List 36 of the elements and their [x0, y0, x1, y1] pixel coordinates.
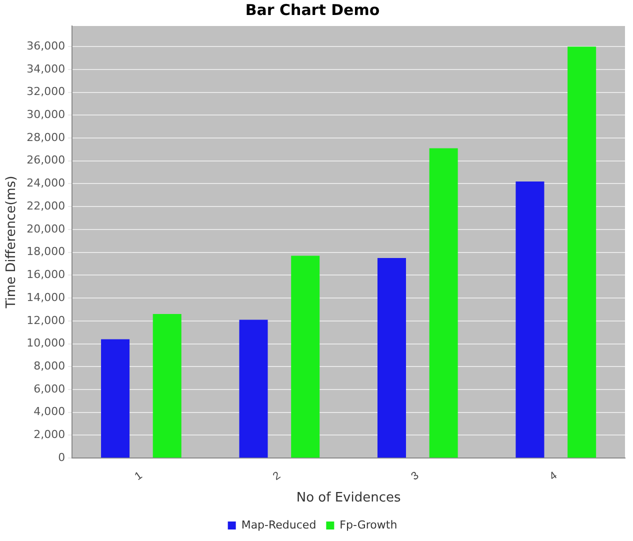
y-tick-label: 16,000	[26, 268, 66, 282]
y-tick-label: 36,000	[26, 39, 66, 52]
y-tick-label: 28,000	[26, 130, 66, 144]
x-axis-title: No of Evidences	[296, 490, 401, 506]
x-tick-label: 4	[547, 470, 560, 483]
y-axis-title: Time Difference(ms)	[4, 176, 20, 310]
y-tick-label: 18,000	[26, 245, 66, 258]
x-tick-label: 3	[409, 470, 422, 483]
y-tick-label: 12,000	[26, 314, 66, 327]
y-tick-label: 4,000	[34, 405, 66, 418]
bar	[516, 181, 544, 458]
x-tick-label: 2	[270, 470, 283, 483]
y-tick-label: 22,000	[26, 199, 66, 212]
y-tick-label: 30,000	[26, 108, 66, 122]
y-tick-label: 24,000	[26, 176, 66, 190]
x-tick-label: 1	[132, 470, 145, 483]
bar	[377, 258, 406, 458]
legend-label: Map-Reduced	[241, 518, 316, 532]
y-tick-label: 6,000	[34, 382, 66, 396]
bar	[152, 314, 182, 458]
bar	[429, 148, 458, 458]
y-tick-label: 2,000	[34, 428, 66, 442]
y-tick-label: 34,000	[26, 62, 66, 76]
legend-label: Fp-Growth	[340, 518, 398, 532]
y-tick-label: 26,000	[26, 154, 66, 167]
chart-title: Bar Chart Demo	[245, 0, 380, 19]
y-tick-label: 14,000	[26, 290, 66, 304]
y-tick-label: 32,000	[26, 85, 66, 98]
y-tick-label: 20,000	[26, 222, 66, 236]
y-tick-label: 10,000	[26, 336, 66, 350]
bar	[291, 256, 320, 458]
bar	[239, 320, 268, 458]
bar	[101, 339, 130, 458]
y-tick-label: 8,000	[34, 359, 66, 372]
y-tick-label: 0	[58, 450, 66, 464]
bar	[568, 46, 596, 458]
